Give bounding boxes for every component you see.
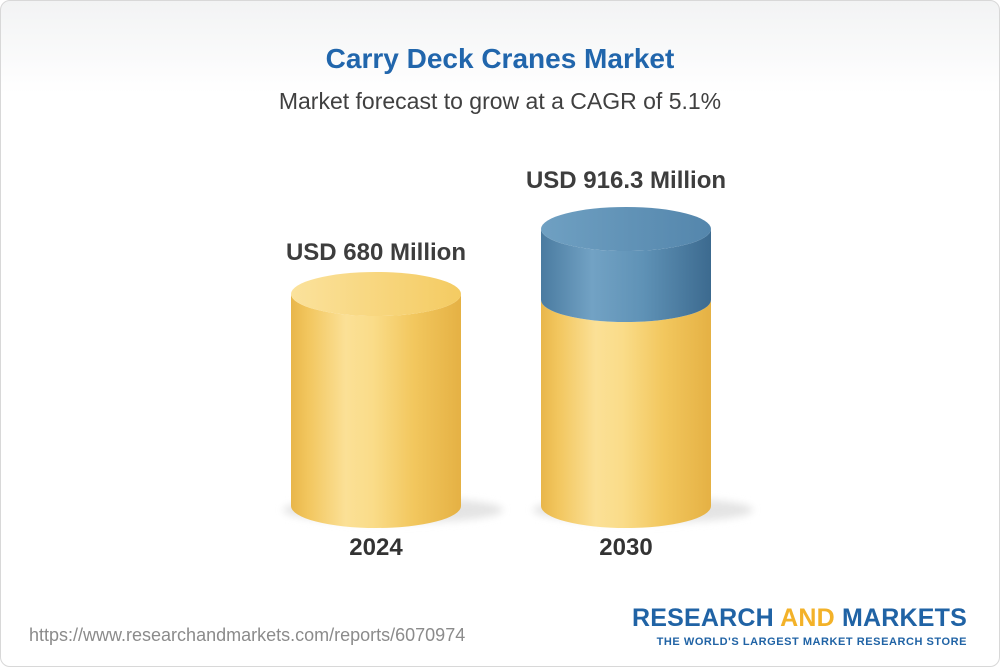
page-title: Carry Deck Cranes Market [325,43,675,74]
logo-wordmark: RESEARCH AND MARKETS [632,604,967,633]
logo-word-and: AND [780,604,835,632]
value-label-2030: USD 916.3 Million [525,167,727,194]
logo-word-research: RESEARCH [631,604,781,632]
bar-2024-side [291,294,461,528]
x-axis-label-2024: 2024 [349,534,403,561]
page-subtitle: Market forecast to grow at a CAGR of 5.1… [278,88,722,114]
x-axis-label-2030: 2030 [599,534,653,561]
bar-2030-top [541,207,711,251]
value-label-2024: USD 680 Million [285,239,467,266]
bar-2030-base-side [541,300,711,528]
logo-tagline: THE WORLD'S LARGEST MARKET RESEARCH STOR… [656,636,967,648]
report-url: https://www.researchandmarkets.com/repor… [29,625,466,645]
logo-word-markets: MARKETS [834,604,967,632]
bar-2030 [541,207,711,528]
bar-2024 [291,272,461,528]
research-and-markets-logo: RESEARCH AND MARKETS THE WORLD'S LARGEST… [632,604,967,648]
bar-2030-growth-side [541,229,711,322]
bar-2024-top [291,272,461,316]
